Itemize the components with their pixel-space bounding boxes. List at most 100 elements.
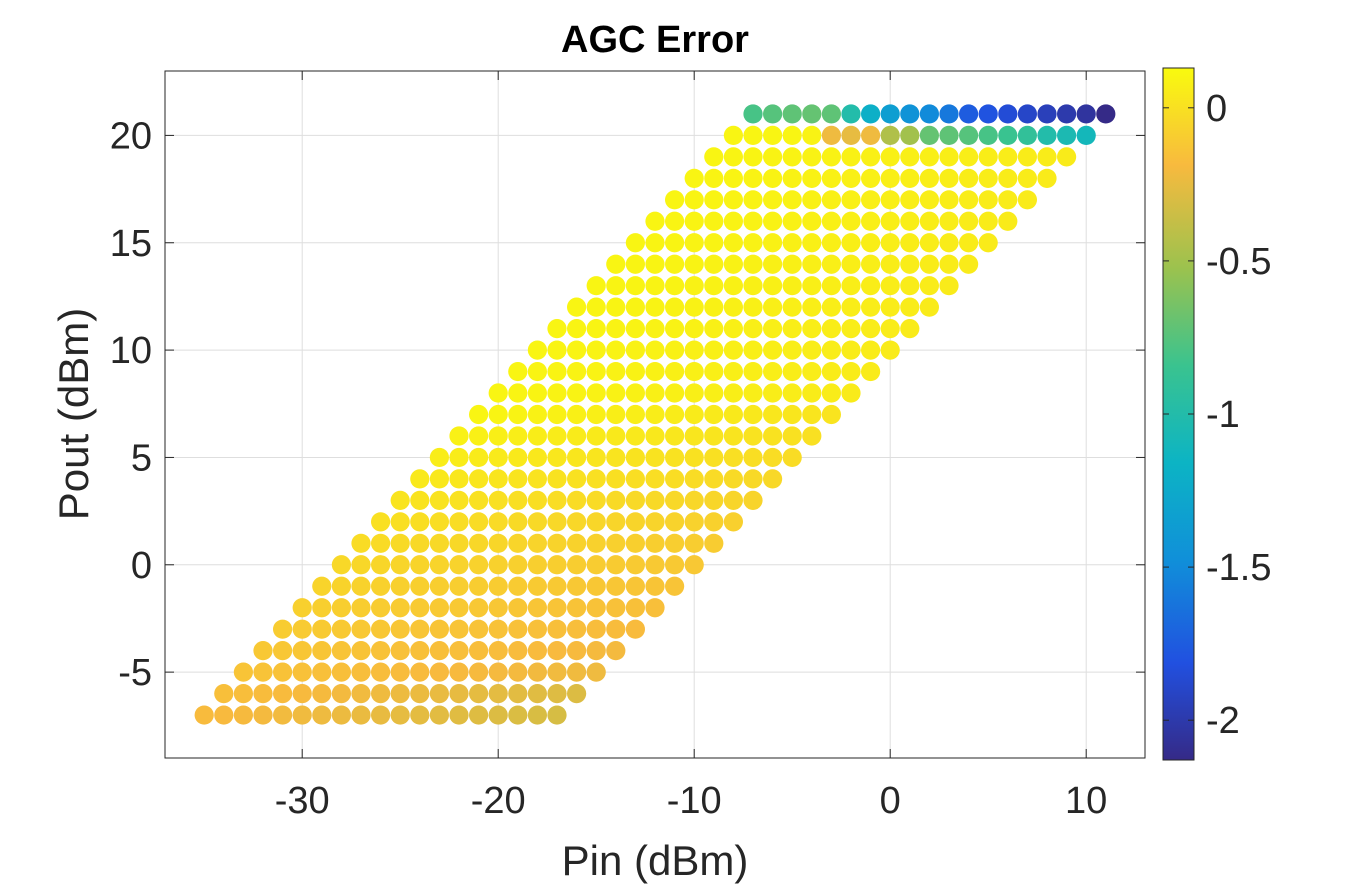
data-point xyxy=(567,533,587,553)
data-point xyxy=(469,512,489,532)
data-point xyxy=(900,254,920,274)
data-point xyxy=(665,426,685,446)
data-point xyxy=(998,168,1018,188)
data-point xyxy=(390,533,410,553)
data-point xyxy=(704,383,724,403)
data-point xyxy=(410,619,430,639)
y-tick-label: 10 xyxy=(110,330,152,372)
data-point xyxy=(645,383,665,403)
data-point xyxy=(606,340,626,360)
data-point xyxy=(861,147,881,167)
data-point xyxy=(743,490,763,510)
data-point xyxy=(841,104,861,124)
data-point xyxy=(802,104,822,124)
data-point xyxy=(567,683,587,704)
data-point xyxy=(900,233,920,253)
data-point xyxy=(527,683,548,704)
data-point xyxy=(567,383,587,403)
data-point xyxy=(821,168,842,188)
data-point xyxy=(488,533,508,553)
data-point xyxy=(939,211,959,231)
data-point xyxy=(684,276,704,296)
data-point xyxy=(743,190,763,210)
data-point xyxy=(684,297,704,317)
data-point xyxy=(861,211,881,231)
data-point xyxy=(429,619,449,639)
data-point xyxy=(547,383,567,403)
data-point xyxy=(292,619,312,639)
data-point xyxy=(978,104,998,124)
data-point xyxy=(723,426,744,446)
data-point xyxy=(625,619,646,639)
data-point xyxy=(802,297,822,317)
data-point xyxy=(743,447,763,468)
y-axis-ticks: -5 0 5 10 15 20 xyxy=(110,115,1145,694)
data-point xyxy=(665,469,685,489)
data-point xyxy=(782,211,802,231)
data-point xyxy=(527,662,548,682)
data-point xyxy=(625,512,646,532)
data-point xyxy=(841,190,861,210)
data-point xyxy=(880,125,900,146)
data-point xyxy=(645,340,665,360)
data-point xyxy=(1076,104,1096,124)
data-point xyxy=(880,319,900,339)
data-point xyxy=(410,683,430,704)
data-point xyxy=(567,340,587,360)
data-point xyxy=(469,447,489,468)
data-point xyxy=(880,276,900,296)
data-point xyxy=(586,662,606,682)
data-point xyxy=(390,598,410,618)
data-point xyxy=(743,404,763,425)
data-point xyxy=(802,276,822,296)
data-point xyxy=(704,340,724,360)
data-point xyxy=(606,555,626,575)
data-point xyxy=(469,533,489,553)
data-point xyxy=(527,383,548,403)
data-point xyxy=(880,233,900,253)
data-point xyxy=(959,190,979,210)
data-point xyxy=(547,361,567,382)
data-point xyxy=(508,619,528,639)
data-point xyxy=(684,361,704,382)
data-point xyxy=(763,125,783,146)
data-point xyxy=(547,426,567,446)
data-point xyxy=(331,683,351,704)
data-point xyxy=(723,211,744,231)
data-point xyxy=(900,168,920,188)
data-point xyxy=(371,555,391,575)
data-point xyxy=(939,147,959,167)
y-tick-label: -5 xyxy=(118,652,152,694)
colorbar-tick-label: -2 xyxy=(1206,700,1240,742)
data-point xyxy=(429,641,449,661)
data-point xyxy=(410,555,430,575)
data-point xyxy=(939,254,959,274)
data-point xyxy=(723,168,744,188)
data-point xyxy=(841,254,861,274)
data-point xyxy=(919,168,940,188)
data-point xyxy=(723,490,744,510)
data-point xyxy=(665,340,685,360)
data-point xyxy=(527,705,548,725)
data-point xyxy=(429,705,449,725)
data-point xyxy=(586,512,606,532)
data-point xyxy=(802,340,822,360)
data-point xyxy=(919,125,940,146)
data-point xyxy=(527,598,548,618)
data-point xyxy=(645,555,665,575)
data-point xyxy=(900,211,920,231)
data-point xyxy=(919,104,940,124)
data-point xyxy=(919,211,940,231)
data-point xyxy=(469,576,489,596)
data-point xyxy=(743,276,763,296)
data-point xyxy=(508,361,528,382)
data-point xyxy=(723,190,744,210)
data-point xyxy=(508,598,528,618)
data-point xyxy=(900,319,920,339)
data-point xyxy=(449,576,469,596)
data-point xyxy=(586,319,606,339)
data-point xyxy=(312,683,332,704)
data-point xyxy=(547,641,567,661)
data-point xyxy=(390,683,410,704)
data-point xyxy=(390,490,410,510)
